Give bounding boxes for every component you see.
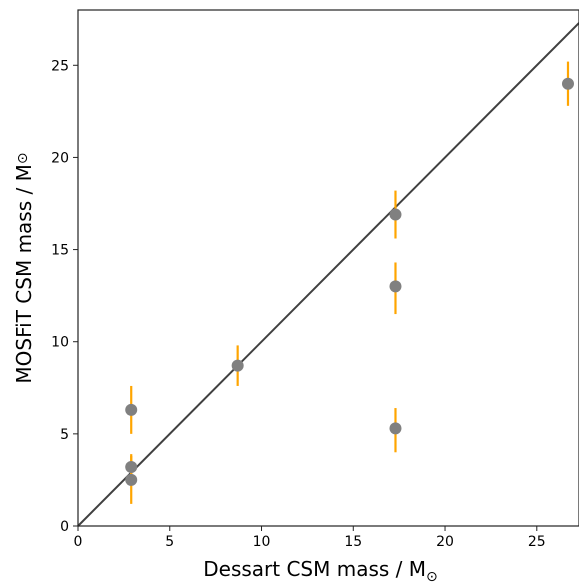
data-point-4 (389, 208, 402, 221)
data-point-6 (389, 422, 402, 435)
plot-area (77, 22, 579, 527)
data-point-1 (125, 461, 138, 474)
data-point-7 (561, 77, 574, 90)
y-tick-label-10: 10 (51, 335, 69, 351)
data-point-0 (125, 403, 138, 416)
y-axis-title: MOSFiT CSM mass / M⊙ (12, 152, 36, 383)
data-point-3 (231, 359, 244, 372)
y-tick-label-5: 5 (60, 427, 69, 443)
x-tick-label-5: 5 (165, 534, 174, 550)
y-tick-label-20: 20 (51, 150, 69, 166)
y-tick-label-15: 15 (51, 243, 69, 259)
x-tick-label-10: 10 (253, 534, 271, 550)
data-point-5 (389, 280, 402, 293)
x-axis-title: Dessart CSM mass / M⊙ (203, 557, 438, 582)
axis-ticks: 0 5 10 15 20 25 0 5 10 15 20 25 (51, 58, 546, 550)
x-tick-label-15: 15 (344, 534, 362, 550)
plot-frame (77, 9, 579, 527)
x-tick-label-0: 0 (74, 534, 83, 550)
x-tick-label-20: 20 (436, 534, 454, 550)
y-tick-label-0: 0 (60, 519, 69, 535)
one-to-one-line (77, 22, 579, 527)
data-point-2 (125, 473, 138, 486)
y-tick-label-25: 25 (51, 58, 69, 74)
x-tick-label-25: 25 (528, 534, 546, 550)
